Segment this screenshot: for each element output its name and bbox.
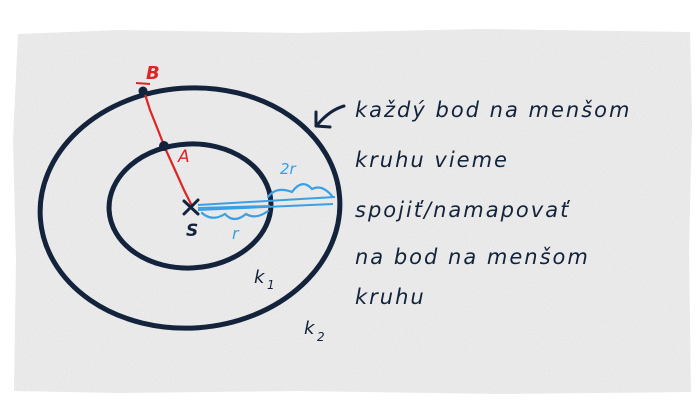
label-circle-k2-sub: 2 xyxy=(317,330,325,344)
blue-brace-2r xyxy=(266,183,334,199)
pointer-arrowhead xyxy=(314,110,332,129)
paper-texture xyxy=(13,29,692,394)
label-center-s: S xyxy=(186,221,198,241)
label-circle-k1-sub: 1 xyxy=(267,278,275,292)
pointer-arrow xyxy=(316,104,346,126)
label-circle-k2: k xyxy=(304,318,316,339)
label-point-b: B xyxy=(146,63,160,84)
note-line-5: kruhu xyxy=(355,285,426,309)
label-circle-k1: k xyxy=(254,267,266,288)
blue-brace-r xyxy=(200,209,270,221)
inner-circle-k1 xyxy=(106,141,274,271)
label-radius-r: r xyxy=(232,224,240,243)
note-line-2: kruhu vieme xyxy=(355,148,509,172)
note-line-4: na bod na menšom xyxy=(355,245,590,269)
center-cross xyxy=(182,198,200,216)
blue-radius-line-2r xyxy=(197,196,336,211)
note-line-1: každý bod na menšom xyxy=(355,98,632,122)
point-a-marker xyxy=(159,141,169,151)
label-radius-2r: 2r xyxy=(280,160,297,178)
outer-circle-k2 xyxy=(37,85,343,331)
point-b-marker xyxy=(138,86,148,96)
note-line-3: spojiť/namapovať xyxy=(355,198,571,222)
label-point-a: A xyxy=(177,147,190,167)
red-tick-top xyxy=(135,82,151,85)
